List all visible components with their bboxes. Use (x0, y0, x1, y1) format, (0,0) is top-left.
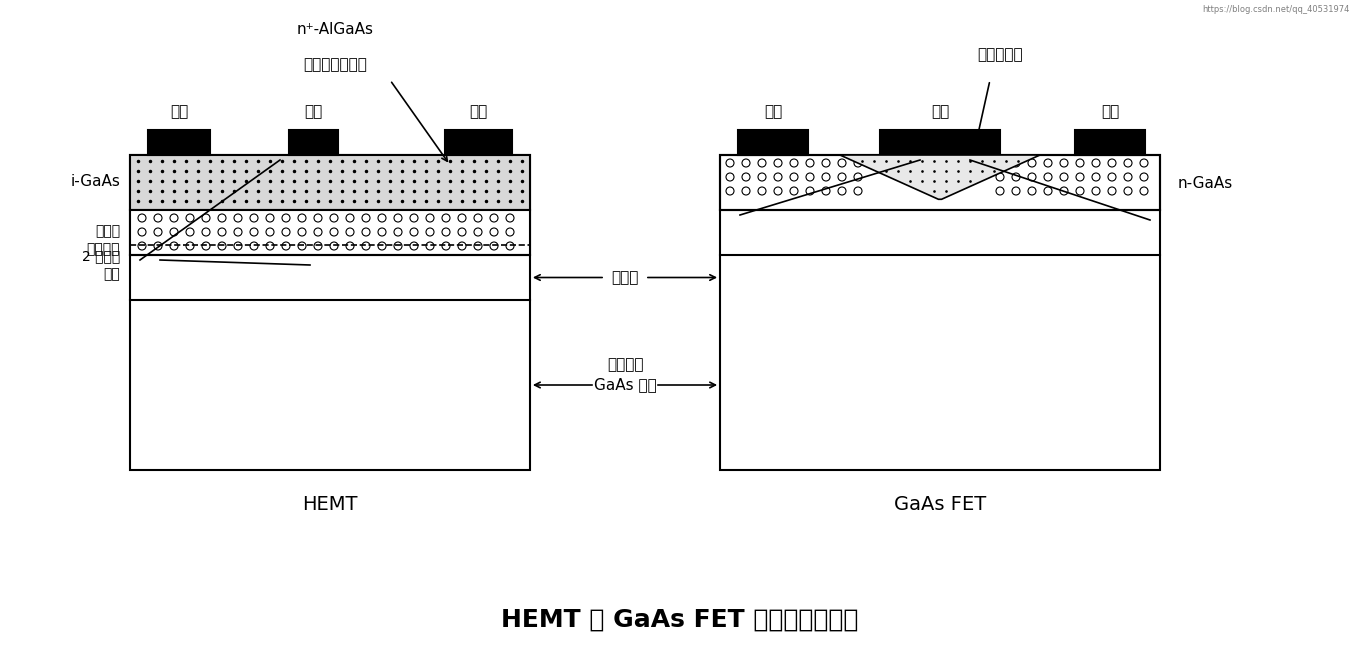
Text: 2 维电子
沟道: 2 维电子 沟道 (82, 249, 120, 281)
Text: 缓冲层: 缓冲层 (612, 270, 639, 285)
Polygon shape (840, 155, 1040, 199)
Text: 电子耗尽层: 电子耗尽层 (977, 47, 1023, 62)
Polygon shape (881, 130, 1000, 155)
Text: （电子供给层）: （电子供给层） (303, 58, 367, 73)
Text: HEMT 与 GaAs FET 的结构比较简图: HEMT 与 GaAs FET 的结构比较简图 (501, 608, 859, 632)
Text: n-GaAs: n-GaAs (1178, 175, 1233, 191)
Text: https://blog.csdn.net/qq_40531974: https://blog.csdn.net/qq_40531974 (1203, 5, 1349, 14)
Text: n⁺-AlGaAs: n⁺-AlGaAs (296, 23, 374, 38)
Text: （电子
走行层）: （电子 走行层） (87, 224, 120, 256)
Text: GaAs FET: GaAs FET (894, 495, 987, 515)
Text: 漏极: 漏极 (469, 104, 488, 119)
Polygon shape (444, 130, 512, 155)
Polygon shape (738, 130, 809, 155)
Polygon shape (130, 155, 530, 210)
Text: 漏极: 漏极 (1101, 104, 1118, 119)
Text: HEMT: HEMT (302, 495, 357, 515)
Polygon shape (1075, 130, 1146, 155)
Polygon shape (289, 130, 338, 155)
Text: 源极: 源极 (170, 104, 188, 119)
Text: 栅极: 栅极 (304, 104, 322, 119)
Text: 源极: 源极 (764, 104, 783, 119)
Text: 栅极: 栅极 (931, 104, 949, 119)
Text: 半绝缘性
GaAs 衬底: 半绝缘性 GaAs 衬底 (594, 358, 656, 393)
Polygon shape (720, 155, 1161, 210)
Polygon shape (130, 210, 530, 255)
Polygon shape (148, 130, 211, 155)
Text: i-GaAs: i-GaAs (71, 175, 120, 190)
